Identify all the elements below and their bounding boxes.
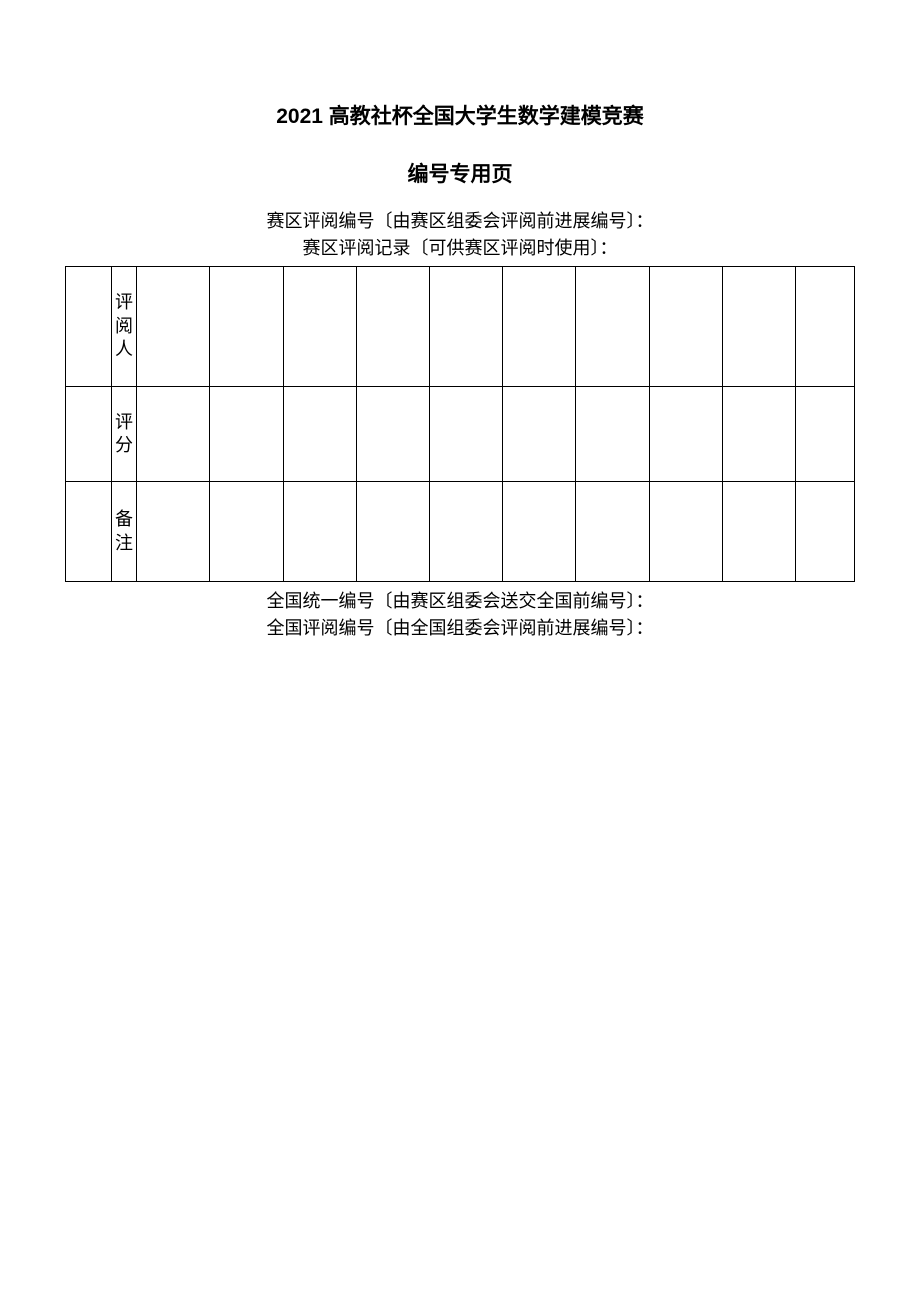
table-cell — [283, 387, 356, 482]
table-cell — [210, 387, 283, 482]
table-cell — [66, 267, 112, 387]
table-cell — [356, 267, 429, 387]
row-label-remark: 备注 — [111, 482, 136, 582]
table-cell — [429, 387, 502, 482]
table-cell — [649, 482, 722, 582]
table-cell — [503, 387, 576, 482]
table-cell — [356, 387, 429, 482]
table-cell — [503, 482, 576, 582]
review-table: 评阅人 评分 备注 — [65, 266, 855, 582]
table-cell — [210, 482, 283, 582]
row-label-reviewer: 评阅人 — [111, 267, 136, 387]
table-cell — [576, 267, 649, 387]
table-cell — [503, 267, 576, 387]
table-cell — [137, 267, 210, 387]
table-cell — [283, 482, 356, 582]
table-cell — [649, 267, 722, 387]
table-cell — [795, 387, 854, 482]
table-row-reviewer: 评阅人 — [66, 267, 855, 387]
table-cell — [210, 267, 283, 387]
table-row-remark: 备注 — [66, 482, 855, 582]
table-cell — [137, 482, 210, 582]
main-title: 2021 高教社杯全国大学生数学建模竞赛 — [65, 100, 855, 130]
region-review-number-line: 赛区评阅编号〔由赛区组委会评阅前进展编号〕： — [65, 208, 855, 235]
table-cell — [722, 482, 795, 582]
table-cell — [283, 267, 356, 387]
sub-title: 编号专用页 — [65, 158, 855, 188]
national-review-number-line: 全国评阅编号〔由全国组委会评阅前进展编号〕： — [65, 615, 855, 642]
table-cell — [795, 267, 854, 387]
table-cell — [137, 387, 210, 482]
table-cell — [576, 387, 649, 482]
table-row-score: 评分 — [66, 387, 855, 482]
table-cell — [429, 482, 502, 582]
row-label-score: 评分 — [111, 387, 136, 482]
bottom-lines-block: 全国统一编号〔由赛区组委会送交全国前编号〕： 全国评阅编号〔由全国组委会评阅前进… — [65, 588, 855, 642]
table-cell — [722, 267, 795, 387]
table-cell — [66, 387, 112, 482]
national-unified-number-line: 全国统一编号〔由赛区组委会送交全国前编号〕： — [65, 588, 855, 615]
table-cell — [795, 482, 854, 582]
table-cell — [722, 387, 795, 482]
table-cell — [649, 387, 722, 482]
region-review-record-line: 赛区评阅记录〔可供赛区评阅时使用〕： — [65, 235, 855, 262]
table-cell — [429, 267, 502, 387]
table-cell — [576, 482, 649, 582]
table-cell — [356, 482, 429, 582]
table-cell — [66, 482, 112, 582]
